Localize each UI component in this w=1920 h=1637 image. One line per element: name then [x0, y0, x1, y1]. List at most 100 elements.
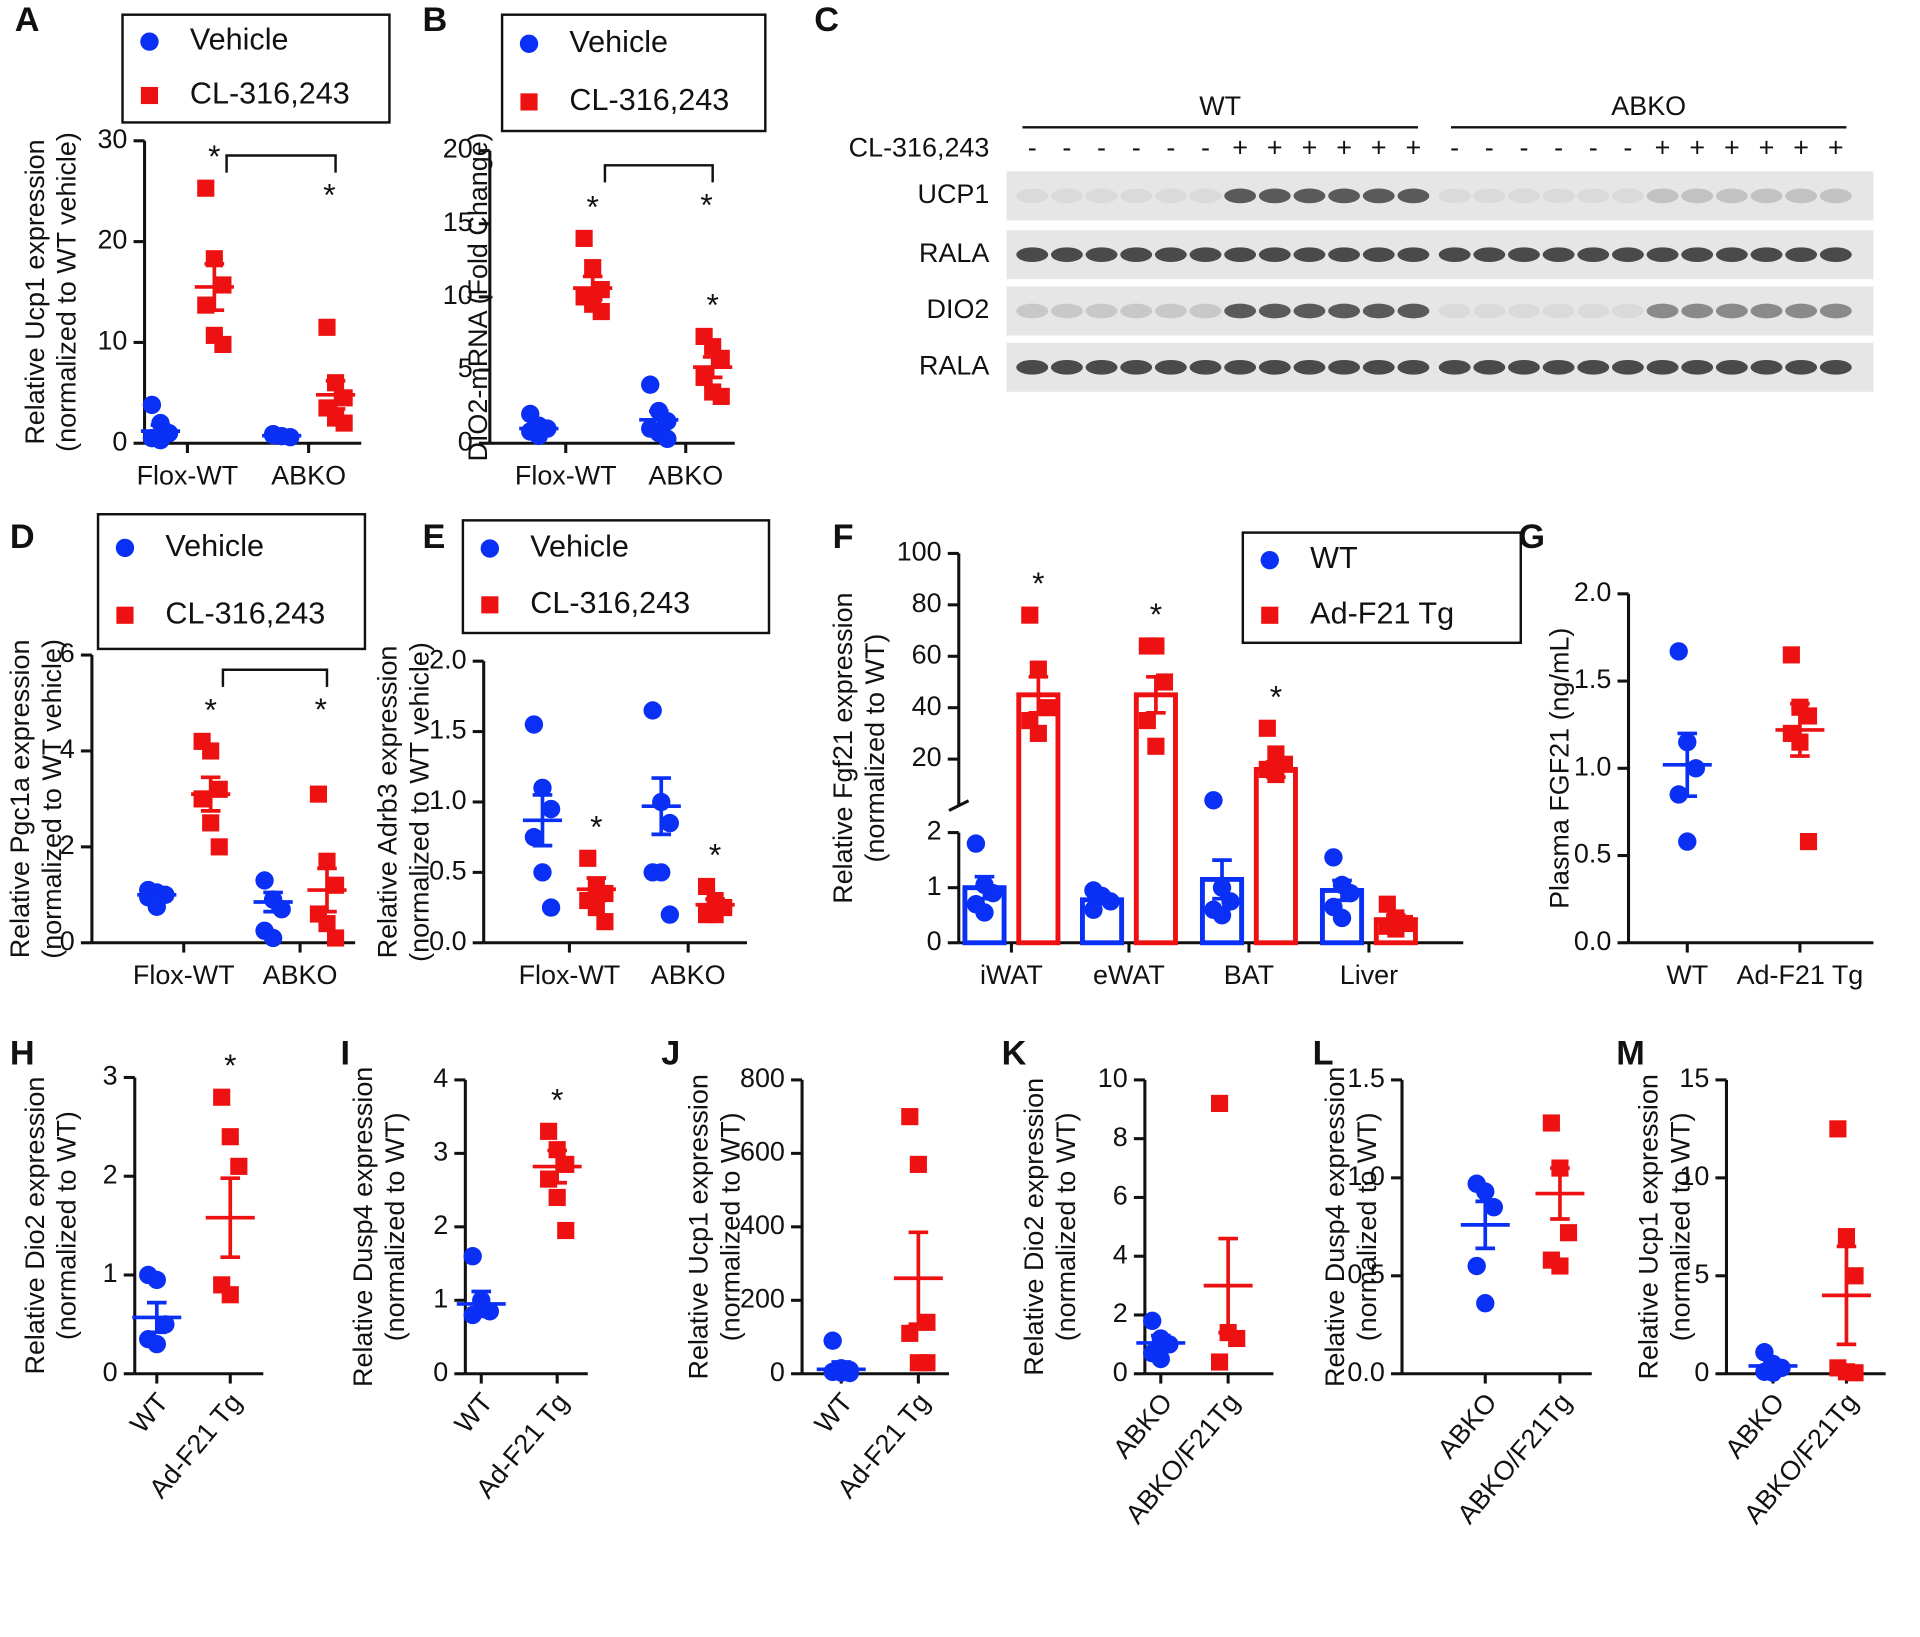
legend-label: CL-316,243: [165, 596, 325, 630]
significance: *: [224, 1047, 236, 1083]
data-point: [202, 814, 220, 832]
x-tick-label: WT: [449, 1387, 499, 1438]
data-point: [548, 1188, 566, 1207]
y-tick-label: 15: [443, 207, 473, 237]
blot-band: [1473, 247, 1506, 263]
y-tick-label: 2: [1113, 1298, 1128, 1328]
data-point: [641, 375, 660, 394]
data-point: [221, 1128, 239, 1146]
blot-band: [1258, 188, 1291, 204]
x-tick-label: Ad-F21 Tg: [1737, 960, 1864, 990]
y-tick-label: 0.0: [1347, 1357, 1384, 1387]
data-point: [1210, 1094, 1229, 1112]
treatment-sign: -: [1450, 132, 1459, 162]
blot-band: [1362, 359, 1395, 375]
data-point: [1029, 724, 1047, 742]
data-point: [255, 871, 274, 890]
data-point: [214, 276, 232, 294]
y-axis-label: (normalized to WT vehicle): [37, 639, 67, 959]
error-bar: [1790, 701, 1810, 758]
error-bar: [1836, 1244, 1857, 1347]
blot-band: [1120, 247, 1153, 263]
blot-band: [1750, 188, 1783, 204]
data-point: [1324, 848, 1343, 867]
treatment-sign: +: [1232, 132, 1248, 162]
y-tick-label: 1: [433, 1283, 448, 1313]
legend-marker: [140, 32, 159, 51]
x-tick-label: ABKO: [1432, 1387, 1503, 1464]
data-point: [660, 813, 680, 833]
blot-band: [1750, 247, 1783, 263]
data-point: [213, 1088, 231, 1106]
bracket: [221, 668, 329, 687]
data-point: [272, 900, 291, 919]
y-tick-label: 0.5: [1574, 839, 1611, 869]
y-tick-label: 0: [927, 926, 942, 956]
treatment-sign: -: [1623, 132, 1632, 162]
treatment-sign: +: [1759, 132, 1775, 162]
error-bar: [1475, 1199, 1496, 1251]
blot-band: [1473, 303, 1506, 319]
data-point: [901, 1108, 919, 1126]
data-point: [658, 429, 677, 449]
data-point: [540, 1122, 558, 1140]
blot-band: [1328, 303, 1361, 319]
data-point: [335, 389, 353, 407]
data-point: [147, 1334, 166, 1354]
blot-band: [1120, 303, 1153, 319]
error-bar: [702, 355, 723, 380]
data-point: [309, 785, 327, 803]
data-point: [557, 1221, 575, 1240]
data-point: [463, 1247, 482, 1266]
blot-band: [1577, 247, 1610, 263]
legend-marker: [519, 34, 539, 53]
data-point: [1542, 1114, 1560, 1132]
treatment-sign: -: [1166, 132, 1175, 162]
blot-band: [1542, 247, 1575, 263]
treatment-sign: +: [1267, 132, 1283, 162]
significance: *: [1032, 565, 1044, 601]
blot-band: [1085, 359, 1118, 375]
error-bar: [532, 793, 553, 848]
error-bar: [586, 876, 607, 903]
treatment-sign: +: [1302, 132, 1318, 162]
y-tick-label: 5: [1694, 1259, 1709, 1289]
treatment-sign: -: [1028, 132, 1037, 162]
blot-band: [1646, 247, 1679, 263]
blot-band: [1681, 247, 1714, 263]
treatment-sign: +: [1689, 132, 1705, 162]
data-point: [1332, 908, 1352, 928]
blot-band: [1785, 303, 1818, 319]
blot-band: [1362, 188, 1395, 204]
blot-band: [1189, 359, 1222, 375]
bracket: [225, 154, 337, 173]
significance: *: [204, 691, 216, 727]
blot-band: [1397, 303, 1430, 319]
panel-label: B: [422, 1, 447, 39]
y-tick-label: 2.0: [1574, 577, 1611, 607]
data-point: [1151, 1349, 1170, 1369]
y-axis-label: Relative Dusp4 expression: [348, 1067, 378, 1387]
data-point: [1829, 1120, 1847, 1138]
panel-label: J: [661, 1034, 680, 1072]
error-bar: [1212, 858, 1232, 901]
y-tick-label: 40: [912, 691, 942, 721]
y-axis-label: Relative Ucp1 expression: [684, 1074, 714, 1379]
blot-band: [1397, 247, 1430, 263]
y-tick-label: 0: [60, 926, 75, 956]
data-point: [1782, 646, 1800, 664]
y-tick-label: 1.0: [1347, 1161, 1384, 1191]
y-tick-label: 0: [1694, 1357, 1709, 1387]
data-point: [1678, 832, 1697, 851]
blot-band: [1508, 359, 1540, 375]
data-point: [230, 1157, 248, 1175]
panel-label: A: [15, 1, 40, 39]
y-axis-label: Relative Dio2 expression: [1019, 1078, 1049, 1376]
data-point: [1846, 1364, 1864, 1382]
data-point: [1210, 1353, 1229, 1371]
blot-band: [1577, 188, 1610, 204]
y-tick-label: 2: [103, 1159, 118, 1189]
blot-band: [1681, 359, 1714, 375]
y-tick-label: 20: [443, 134, 473, 164]
